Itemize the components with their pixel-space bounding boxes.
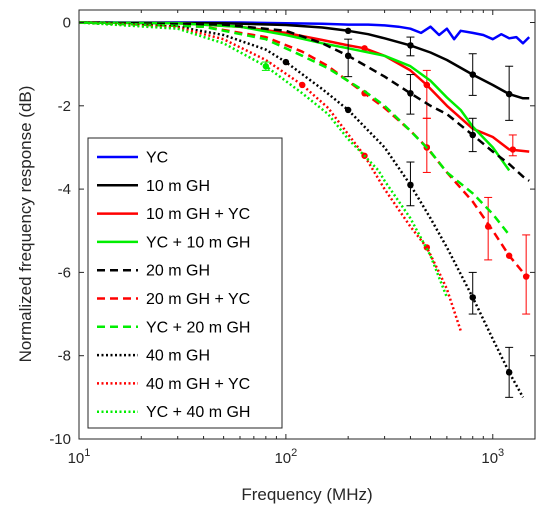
series-line <box>78 21 530 278</box>
data-marker <box>407 42 414 49</box>
series-9 <box>78 21 449 298</box>
legend: YC 10 m GH 10 m GH + YC YC + 10 m GH 20 m GH… <box>87 137 283 429</box>
data-marker <box>484 223 492 230</box>
series-0 <box>79 21 531 45</box>
data-marker <box>344 106 352 114</box>
y-tick-label: -6 <box>58 264 71 281</box>
legend-label: 40 m GH + YC <box>146 376 250 393</box>
y-tick-label: -4 <box>58 181 71 198</box>
series-3 <box>78 21 511 172</box>
data-marker <box>407 181 414 189</box>
series-5 <box>78 21 531 315</box>
data-marker <box>469 294 476 301</box>
legend-label: YC + 10 m GH <box>146 234 250 251</box>
plot-frame <box>78 9 536 440</box>
y-tick-label: -2 <box>58 98 71 115</box>
data-marker <box>505 369 513 376</box>
data-marker <box>361 45 368 52</box>
data-marker <box>282 58 290 66</box>
y-axis-label: Normalized frequency response (dB) <box>16 86 35 363</box>
data-marker <box>407 90 414 97</box>
x-tick-exponent: 1 <box>84 447 90 459</box>
data-marker <box>522 273 530 280</box>
series-line <box>79 21 531 45</box>
legend-label: 40 m GH <box>146 348 210 365</box>
legend-label: YC + 20 m GH <box>146 319 250 336</box>
series-layer <box>78 21 531 398</box>
data-marker <box>262 63 270 70</box>
data-marker <box>299 81 306 89</box>
legend-label: YC <box>146 150 168 167</box>
data-marker <box>505 252 513 259</box>
data-marker <box>469 131 476 139</box>
series-8 <box>78 21 462 332</box>
series-1 <box>78 21 530 121</box>
x-axis-label: Frequency (MHz) <box>241 485 372 504</box>
data-marker <box>505 90 513 98</box>
legend-label: 10 m GH <box>146 178 210 195</box>
data-marker <box>423 81 431 89</box>
legend-label: YC + 40 m GH <box>146 404 250 421</box>
legend-label: 20 m GH + YC <box>146 291 250 308</box>
x-tick-label: 101 <box>68 447 91 467</box>
data-marker <box>344 27 352 35</box>
series-line <box>78 21 449 298</box>
x-tick-label: 103 <box>481 447 504 467</box>
series-line <box>78 21 511 172</box>
legend-label: 20 m GH <box>146 263 210 280</box>
data-marker <box>509 146 517 153</box>
series-line <box>78 21 511 236</box>
series-7 <box>78 21 525 398</box>
series-line <box>78 21 525 398</box>
x-tick-exponent: 3 <box>498 447 504 459</box>
series-4 <box>78 21 530 182</box>
x-tick-label: 102 <box>274 447 297 467</box>
y-tick-label: -10 <box>49 431 71 448</box>
series-6 <box>78 21 511 236</box>
series-2 <box>78 21 530 157</box>
y-tick-label: -8 <box>58 348 71 365</box>
legend-label: 10 m GH + YC <box>146 206 250 223</box>
series-line <box>78 21 530 182</box>
x-tick-exponent: 2 <box>291 447 297 459</box>
y-tick-label: 0 <box>63 14 71 31</box>
data-marker <box>344 52 352 60</box>
data-marker <box>469 71 476 78</box>
